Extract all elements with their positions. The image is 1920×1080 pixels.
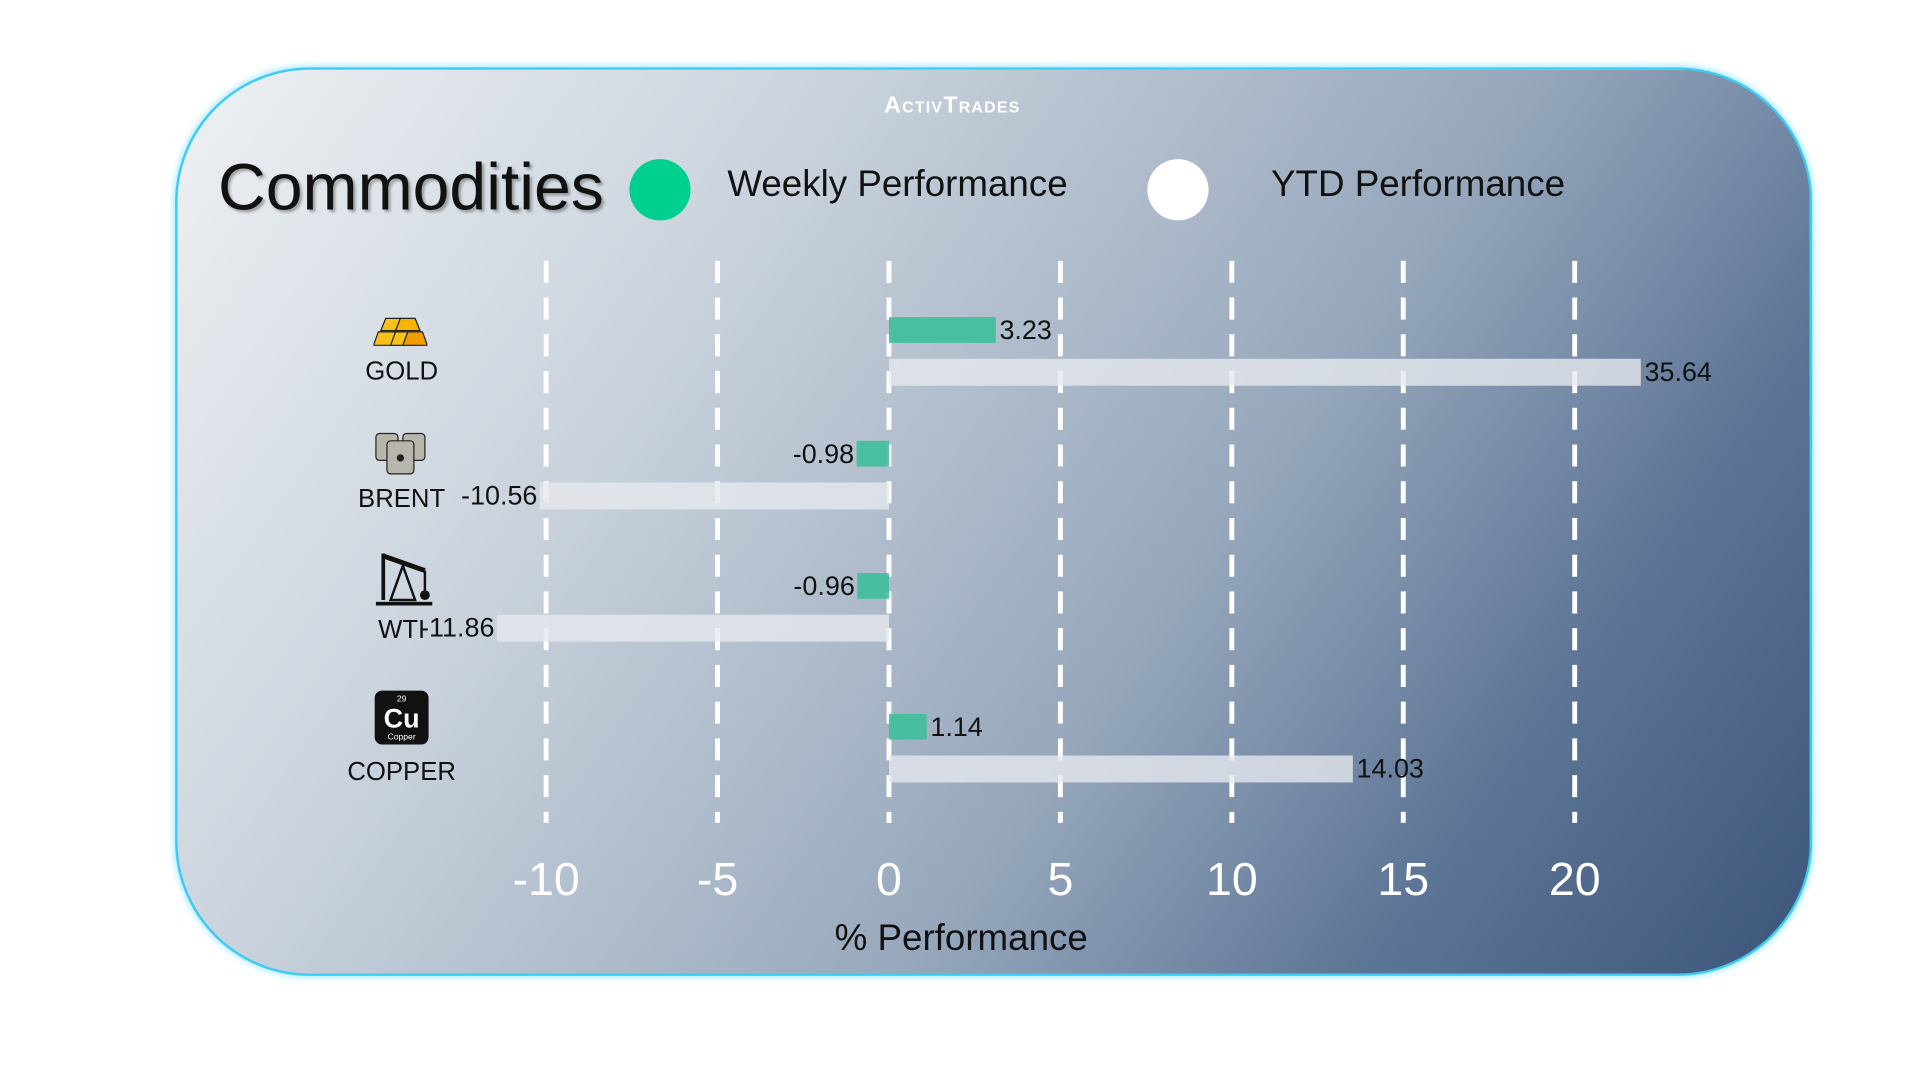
ytd-value-label: 35.64 [1644, 356, 1712, 387]
ytd-bar [539, 482, 889, 510]
page-title: Commodities [217, 150, 604, 225]
ytd-value-label: -10.56 [461, 480, 538, 511]
ytd-bar [888, 358, 1641, 386]
category-label: WTI [378, 615, 426, 645]
x-tick-label: -5 [696, 854, 739, 907]
weekly-legend-label: Weekly Performance [727, 164, 1068, 205]
weekly-bar [888, 713, 927, 740]
x-tick-label: 20 [1548, 854, 1601, 907]
x-tick-label: 5 [1047, 854, 1074, 907]
ytd-legend-label: YTD Performance [1271, 164, 1566, 205]
weekly-value-label: -0.98 [792, 438, 855, 469]
weekly-bar [857, 573, 889, 599]
weekly-value-label: -0.96 [793, 570, 855, 602]
category-label: BRENT [358, 484, 446, 514]
x-axis-label: % Performance [834, 918, 1088, 959]
weekly-value-label: 3.23 [999, 314, 1052, 346]
category-label: COPPER [347, 757, 456, 787]
gold-bars-icon [372, 316, 429, 354]
ytd-bar [496, 614, 889, 642]
copper-element-icon: 29 Cu Copper [373, 689, 429, 751]
oil-barrels-icon [373, 431, 427, 481]
weekly-bar [856, 440, 889, 467]
oil-pump-icon [373, 546, 434, 613]
weekly-value-label: 1.14 [930, 711, 983, 743]
x-tick-label: 15 [1377, 854, 1430, 907]
activtrades-logo: ActivTrades [884, 93, 1021, 119]
x-tick-label: 0 [876, 854, 902, 907]
ytd-legend-swatch [1147, 159, 1209, 221]
ytd-value-label: 14.03 [1356, 753, 1424, 784]
chart-card [175, 67, 1813, 976]
category-label: GOLD [365, 357, 439, 386]
x-tick-label: -10 [512, 854, 580, 907]
svg-text:29: 29 [397, 694, 407, 704]
weekly-bar [888, 317, 996, 343]
ytd-value-label: -11.86 [420, 612, 495, 643]
ytd-bar [888, 755, 1353, 783]
weekly-legend-swatch [629, 159, 691, 221]
x-tick-label: 10 [1205, 854, 1258, 907]
svg-text:Cu: Cu [384, 703, 420, 733]
svg-text:Copper: Copper [388, 732, 416, 742]
